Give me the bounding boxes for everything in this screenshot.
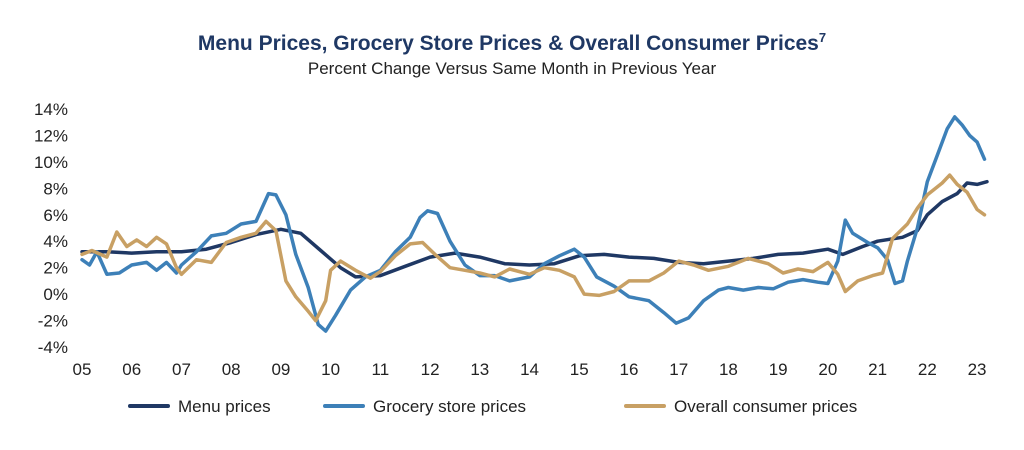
legend-label: Grocery store prices xyxy=(373,397,526,416)
y-tick-label: 12% xyxy=(34,126,68,145)
x-tick-label: 07 xyxy=(172,360,191,379)
y-tick-label: 0% xyxy=(43,285,68,304)
y-tick-label: -2% xyxy=(38,312,68,331)
x-tick-label: 23 xyxy=(968,360,987,379)
y-axis-tick-labels: 14% 12% 10% 8% 6% 4% 2% 0% -2% -4% xyxy=(34,100,68,357)
chart-subtitle: Percent Change Versus Same Month in Prev… xyxy=(308,59,717,78)
x-axis-tick-labels: 05 06 07 08 09 10 11 12 13 14 15 16 17 18 19 20 21 22 23 xyxy=(73,360,987,379)
legend-label: Menu prices xyxy=(178,397,271,416)
chart-title-group: Menu Prices, Grocery Store Prices & Over… xyxy=(198,30,826,55)
y-tick-label: 6% xyxy=(43,206,68,225)
x-tick-label: 10 xyxy=(321,360,340,379)
series-line-2 xyxy=(80,115,987,333)
y-tick-label: 10% xyxy=(34,153,68,172)
x-tick-label: 16 xyxy=(620,360,639,379)
x-tick-label: 22 xyxy=(918,360,937,379)
legend: Menu prices Grocery store prices Overall c… xyxy=(128,397,857,416)
y-tick-label: -4% xyxy=(38,338,68,357)
y-tick-label: 2% xyxy=(43,259,68,278)
x-tick-label: 05 xyxy=(73,360,92,379)
x-tick-label: 08 xyxy=(222,360,241,379)
x-tick-label: 17 xyxy=(669,360,688,379)
y-tick-label: 14% xyxy=(34,100,68,119)
series-line-3 xyxy=(80,173,987,323)
x-tick-label: 14 xyxy=(520,360,539,379)
x-tick-label: 19 xyxy=(769,360,788,379)
chart-title: Menu Prices, Grocery Store Prices & Over… xyxy=(198,32,819,55)
x-tick-label: 06 xyxy=(122,360,141,379)
x-tick-label: 09 xyxy=(271,360,290,379)
x-tick-label: 20 xyxy=(818,360,837,379)
x-tick-label: 12 xyxy=(421,360,440,379)
y-tick-label: 4% xyxy=(43,232,68,251)
x-tick-label: 13 xyxy=(470,360,489,379)
x-tick-label: 18 xyxy=(719,360,738,379)
chart-title-superscript: 7 xyxy=(819,30,826,45)
y-tick-label: 8% xyxy=(43,179,68,198)
x-tick-label: 15 xyxy=(570,360,589,379)
series-lines xyxy=(80,115,989,333)
legend-label: Overall consumer prices xyxy=(674,397,857,416)
x-tick-label: 11 xyxy=(372,360,390,379)
x-tick-label: 21 xyxy=(868,360,887,379)
